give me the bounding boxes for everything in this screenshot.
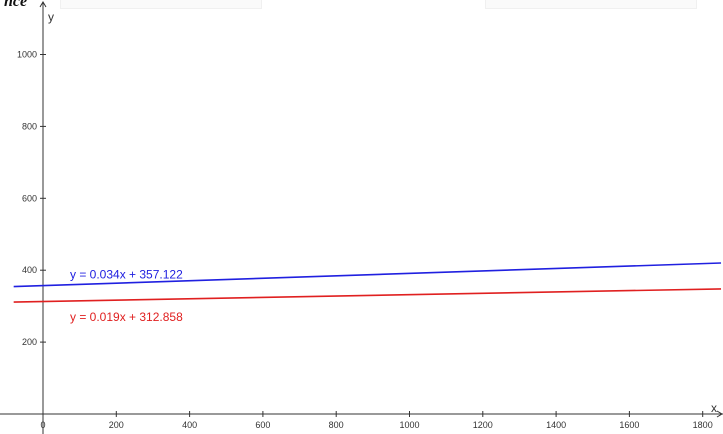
y-axis-arrow <box>39 1 47 8</box>
series-line-2 <box>13 288 722 303</box>
y-tick-label: 1000 <box>17 50 37 60</box>
y-axis-label: y <box>48 10 54 24</box>
y-tick-label: 600 <box>22 193 37 203</box>
x-tick-label: 200 <box>109 420 124 430</box>
x-tick-label: 1000 <box>399 420 419 430</box>
y-ticks: 200 400 600 800 1000 <box>17 50 46 347</box>
y-tick-label: 800 <box>22 121 37 131</box>
top-strip <box>0 0 723 10</box>
x-tick-label: 1800 <box>693 420 713 430</box>
x-tick-label: 600 <box>255 420 270 430</box>
y-tick-label: 200 <box>22 337 37 347</box>
x-axis-label: x <box>711 401 717 415</box>
x-tick-label: 1200 <box>473 420 493 430</box>
x-ticks: 0 200 400 600 800 1000 1200 1400 1600 1800 <box>40 411 713 430</box>
x-tick-label: 0 <box>40 420 45 430</box>
x-tick-label: 800 <box>329 420 344 430</box>
x-tick-label: 1600 <box>619 420 639 430</box>
x-tick-label: 400 <box>182 420 197 430</box>
series-equation-label-2: y = 0.019x + 312.858 <box>70 310 183 324</box>
series-group: y = 0.034x + 357.122 y = 0.019x + 312.858 <box>13 262 722 324</box>
y-tick-label: 400 <box>22 265 37 275</box>
x-axis-arrow <box>716 410 723 418</box>
toolbar-box-left <box>60 0 262 9</box>
cut-off-title-text: nce <box>4 0 28 10</box>
x-tick-label: 1400 <box>546 420 566 430</box>
series-line-1 <box>13 262 722 288</box>
series-equation-label-1: y = 0.034x + 357.122 <box>70 268 183 282</box>
toolbar-box-right <box>485 0 697 9</box>
